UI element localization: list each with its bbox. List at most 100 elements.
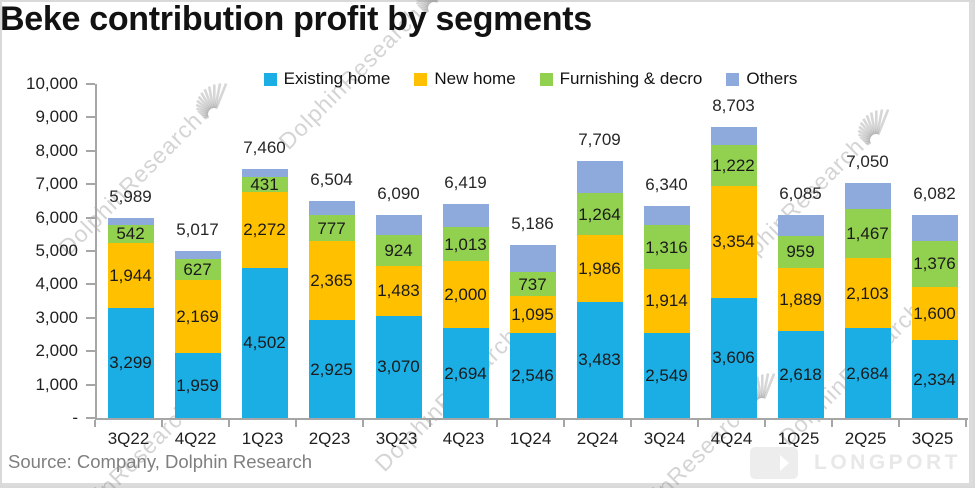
x-axis-tick-label: 3Q24 [643,429,686,448]
total-label: 6,504 [310,169,353,189]
bar-column-2q23: 6,504 777 2,365 2,925 [298,84,365,418]
segment-others [509,244,556,272]
segment-others [107,218,154,225]
total-label: 6,090 [377,183,420,203]
total-label: 6,419 [444,172,487,192]
legend-item-others: Others [726,69,797,89]
value-label: 1,600 [913,303,956,323]
x-axis-tick-label: 4Q23 [442,429,485,448]
y-axis-tick-label: 8,000 [35,140,78,160]
segment-existing-home: 2,334 [911,340,958,418]
segment-others [442,203,489,228]
legend-swatch-icon [726,72,740,86]
y-axis-tick-label: 2,000 [35,341,78,361]
value-label: 2,925 [310,359,353,379]
segment-furnishing-decro: 777 [308,215,355,242]
value-label: 1,944 [109,265,152,285]
value-label: 4,502 [243,333,286,353]
bar-column-4q22: 5,017 627 2,169 1,959 [164,84,231,418]
stacked-bar: 924 1,483 3,070 [375,214,422,418]
bar-column-4q23: 6,419 1,013 2,000 2,694 [432,84,499,418]
value-label: 1,376 [913,254,956,274]
x-axis-tick-mark [295,420,297,427]
bar-column-1q24: 5,186 737 1,095 2,546 [499,84,566,418]
segment-others [643,206,690,226]
segment-furnishing-decro: 1,376 [911,240,958,287]
segment-furnishing-decro: 1,264 [576,193,623,236]
value-label: 2,272 [243,220,286,240]
x-axis-tick-mark [831,420,833,427]
value-label: 3,070 [377,357,420,377]
total-label: 6,082 [913,183,956,203]
bar-column-3q23: 6,090 924 1,483 3,070 [365,84,432,418]
bar-column-2q25: 7,050 1,467 2,103 2,684 [834,84,901,418]
y-axis-tick-mark [86,83,95,85]
longport-chat-icon [750,447,798,479]
y-axis-tick-mark [86,216,95,219]
stacked-bar: 1,467 2,103 2,684 [844,182,891,418]
segment-new-home: 2,000 [442,261,489,328]
value-label: 2,365 [310,271,353,291]
x-axis-tick-label: 3Q22 [107,429,150,448]
stacked-bar: 1,222 3,354 3,606 [710,127,757,418]
total-label: 8,703 [712,96,755,116]
bar-column-1q23: 7,460 431 2,272 4,502 [231,84,298,418]
segment-new-home: 2,272 [241,191,288,268]
segment-others [241,168,288,178]
legend-label: Others [746,69,798,88]
segment-existing-home: 3,483 [576,301,623,418]
segment-new-home: 1,600 [911,286,958,340]
y-axis-tick-label: 4,000 [35,274,78,294]
x-axis-tick-label: 4Q24 [710,429,753,448]
value-label: 2,000 [444,285,487,305]
value-label: 1,889 [779,289,822,309]
legend-label: Existing home [283,69,391,88]
segment-furnishing-decro: 737 [509,271,556,297]
segment-others [911,214,958,241]
x-axis-tick-mark [496,420,498,427]
segment-furnishing-decro: 431 [241,176,288,193]
value-label: 2,334 [913,369,956,389]
legend-swatch-icon [539,72,553,86]
value-label: 1,959 [176,375,219,395]
legend-swatch-icon [263,72,277,86]
segment-others [844,182,891,210]
y-axis-tick-mark [86,316,95,319]
y-axis-tick-mark [86,116,95,119]
value-label: 2,103 [846,283,889,303]
legend-item-furnishing-decro: Furnishing & decro [539,69,702,89]
value-label: 3,299 [109,353,152,373]
x-axis-tick-label: 1Q23 [241,429,284,448]
segment-furnishing-decro: 627 [174,259,221,281]
segment-new-home: 1,889 [777,267,824,331]
x-axis-tick-mark [161,420,163,427]
segment-others [777,214,824,236]
segment-existing-home: 4,502 [241,267,288,418]
segment-others [710,127,757,145]
legend-item-new-home: New home [414,69,516,89]
value-label: 542 [116,224,145,244]
x-axis-tick-label: 2Q25 [844,429,887,448]
segment-new-home: 2,169 [174,280,221,353]
stacked-bar: 627 2,169 1,959 [174,250,221,418]
y-axis-tick-mark [86,183,95,186]
value-label: 1,013 [444,234,487,254]
x-axis-tick-mark [94,420,96,427]
y-axis-tick-label: 9,000 [35,107,78,127]
source-note: Source: Company, Dolphin Research [8,451,313,472]
segment-new-home: 1,483 [375,266,422,316]
total-label: 6,085 [779,183,822,203]
legend-label: New home [434,69,516,88]
x-axis-tick-label: 1Q24 [509,429,552,448]
segment-existing-home: 2,618 [777,330,824,418]
y-axis-tick-label: 6,000 [35,207,78,227]
value-label: 1,483 [377,281,420,301]
segment-new-home: 2,103 [844,258,891,329]
value-label: 3,354 [712,232,755,252]
x-axis-tick-label: 3Q23 [375,429,418,448]
longport-wordmark: LONGPORT [814,451,961,474]
segment-others [174,250,221,260]
bar-column-4q24: 8,703 1,222 3,354 3,606 [700,84,767,418]
x-axis-tick-mark [563,420,565,427]
value-label: 2,169 [176,306,219,326]
